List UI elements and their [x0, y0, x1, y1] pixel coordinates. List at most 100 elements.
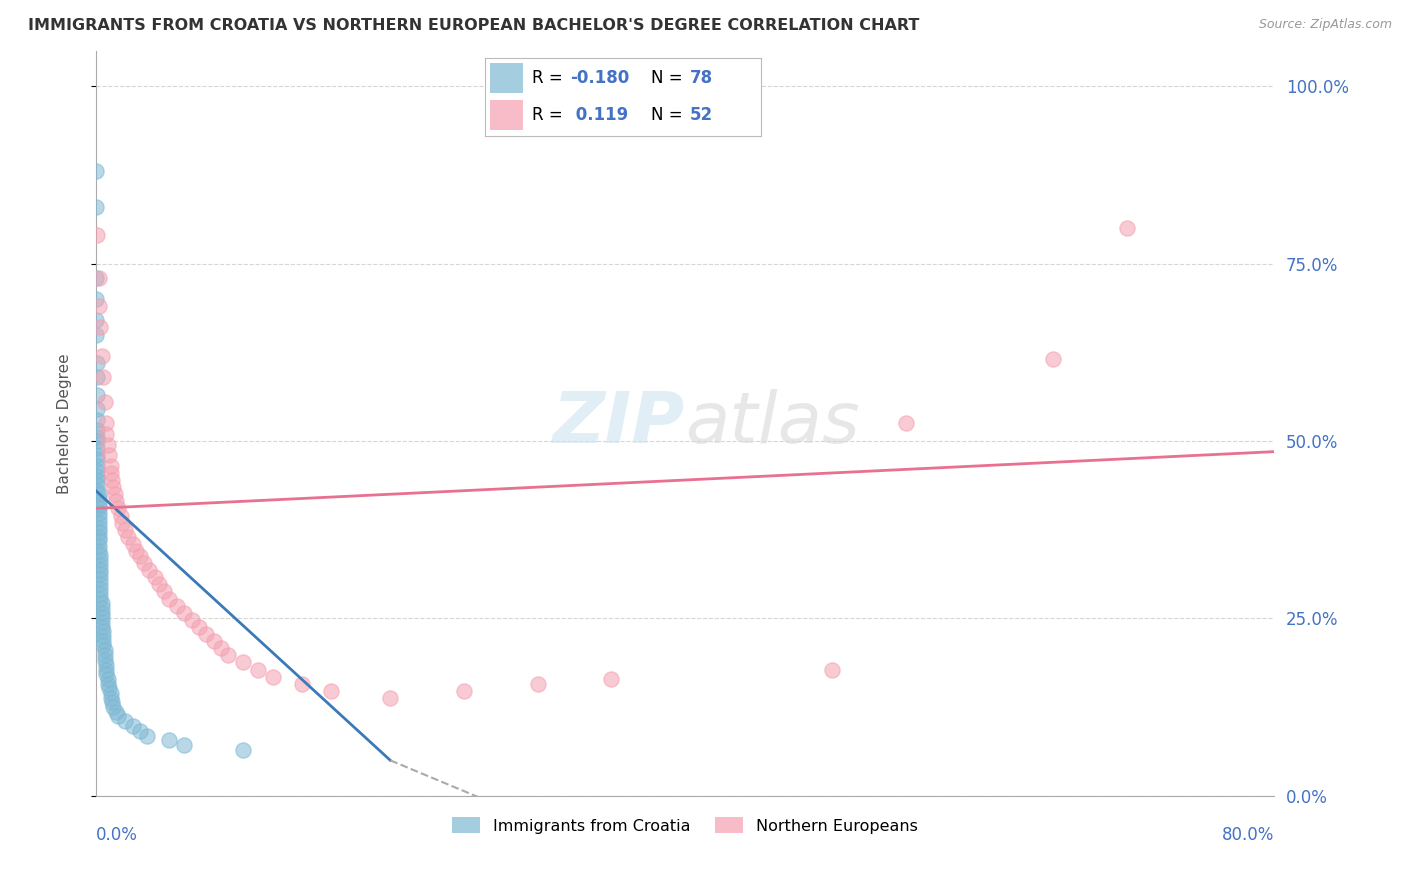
Point — [86, 402, 108, 417]
Point — [98, 448, 121, 462]
Point — [87, 516, 110, 530]
Point — [105, 705, 128, 719]
Point — [209, 641, 232, 656]
Point — [91, 629, 114, 643]
Point — [87, 539, 110, 553]
Point — [86, 434, 108, 448]
Point — [105, 494, 128, 508]
Point — [87, 501, 110, 516]
Point — [104, 487, 127, 501]
Point — [89, 586, 111, 600]
Point — [100, 458, 122, 473]
Point — [159, 591, 181, 606]
Point — [90, 600, 112, 615]
Point — [84, 292, 107, 306]
Point — [101, 473, 124, 487]
Point — [87, 270, 110, 285]
Point — [90, 596, 112, 610]
Point — [148, 577, 170, 591]
Y-axis label: Bachelor's Degree: Bachelor's Degree — [58, 353, 72, 493]
Point — [94, 666, 117, 681]
Point — [97, 437, 120, 451]
Point — [87, 544, 110, 558]
Point — [89, 553, 111, 567]
Legend: Immigrants from Croatia, Northern Europeans: Immigrants from Croatia, Northern Europe… — [446, 811, 925, 840]
Point — [90, 615, 112, 629]
Point — [232, 742, 254, 756]
Point — [86, 441, 108, 455]
Point — [91, 634, 114, 648]
Point — [600, 672, 623, 686]
Point — [195, 627, 218, 641]
Point — [84, 200, 107, 214]
Point — [97, 672, 120, 686]
Point — [94, 417, 117, 431]
Point — [453, 683, 475, 698]
Point — [89, 577, 111, 591]
Point — [124, 544, 146, 558]
Point — [173, 606, 195, 620]
Point — [86, 356, 108, 370]
Point — [110, 508, 132, 523]
Point — [138, 563, 160, 577]
Point — [87, 533, 110, 548]
Point — [90, 349, 112, 363]
Point — [202, 634, 225, 648]
Point — [86, 469, 108, 483]
Point — [86, 483, 108, 498]
Point — [89, 563, 111, 577]
Point — [246, 663, 269, 677]
Point — [173, 738, 195, 752]
Point — [101, 695, 124, 709]
Point — [89, 573, 111, 587]
Point — [117, 530, 139, 544]
Point — [114, 714, 136, 729]
Point — [94, 426, 117, 441]
Point — [87, 524, 110, 539]
Point — [143, 570, 166, 584]
Point — [87, 487, 110, 501]
Point — [84, 270, 107, 285]
Point — [111, 516, 134, 530]
Point — [100, 686, 122, 700]
Point — [87, 530, 110, 544]
Point — [97, 676, 120, 690]
Point — [232, 656, 254, 670]
Point — [84, 164, 107, 178]
Point — [87, 299, 110, 313]
Point — [90, 606, 112, 620]
Point — [187, 620, 209, 634]
Point — [86, 448, 108, 462]
Text: ZIP: ZIP — [553, 389, 685, 458]
Point — [86, 413, 108, 427]
Point — [89, 567, 111, 582]
Point — [87, 507, 110, 521]
Point — [134, 556, 156, 570]
Point — [291, 676, 314, 690]
Point — [107, 709, 129, 723]
Point — [129, 549, 152, 563]
Point — [103, 480, 125, 494]
Point — [89, 548, 111, 562]
Point — [84, 313, 107, 327]
Point — [526, 676, 548, 690]
Point — [894, 417, 917, 431]
Point — [89, 320, 111, 334]
Point — [94, 657, 117, 672]
Text: 0.0%: 0.0% — [96, 826, 138, 844]
Point — [91, 639, 114, 653]
Point — [90, 620, 112, 634]
Point — [217, 648, 239, 663]
Point — [98, 681, 121, 695]
Point — [89, 591, 111, 606]
Point — [86, 388, 108, 402]
Point — [86, 370, 108, 384]
Point — [89, 558, 111, 573]
Point — [86, 451, 108, 466]
Point — [87, 492, 110, 507]
Text: Source: ZipAtlas.com: Source: ZipAtlas.com — [1258, 18, 1392, 31]
Point — [180, 613, 202, 627]
Point — [152, 584, 174, 599]
Point — [1042, 352, 1064, 367]
Point — [821, 663, 844, 677]
